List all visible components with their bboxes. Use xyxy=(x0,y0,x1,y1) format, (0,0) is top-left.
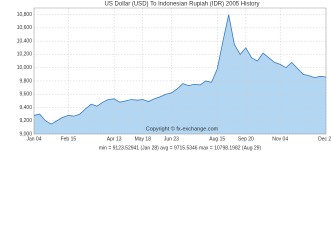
x-tick-label: Nov 04 xyxy=(272,136,288,142)
y-tick-label: 9,600 xyxy=(19,92,32,98)
line xyxy=(33,14,327,125)
y-tick-label: 10,200 xyxy=(17,52,33,58)
y-tick-label: 10,000 xyxy=(17,65,33,71)
x-tick-label: Feb 15 xyxy=(61,136,77,142)
y-tick-label: 10,600 xyxy=(17,25,33,31)
copyright: Copyright © fx-exchange.com xyxy=(146,125,219,132)
y-tick-label: 9,400 xyxy=(19,105,32,111)
x-tick-label: Jun 23 xyxy=(164,136,179,142)
x-tick-label: Jan 04 xyxy=(26,136,41,142)
y-tick-label: 10,800 xyxy=(17,12,33,18)
y-tick-label: 9,200 xyxy=(19,118,32,124)
summary-annotation: min = 9123.52941 (Jan 28) avg = 9715.534… xyxy=(99,145,262,151)
y-tick-label: 9,000 xyxy=(19,131,32,137)
plot-frame xyxy=(33,7,327,135)
x-tick-label: May 18 xyxy=(135,136,152,142)
chart-title: US Dollar (USD) To Indonesian Rupiah (ID… xyxy=(105,2,260,8)
x-tick-label: Aug 15 xyxy=(209,136,225,142)
y-tick-label: 10,400 xyxy=(17,38,33,44)
x-tick-label: Apr 13 xyxy=(107,136,122,142)
y-tick-label: 9,800 xyxy=(19,78,32,84)
chart: US Dollar (USD) To Indonesian Rupiah (ID… xyxy=(17,2,331,152)
x-tick-label: Sep 20 xyxy=(238,136,254,142)
area-fill xyxy=(34,14,326,134)
x-tick-label: Dec 29 xyxy=(318,136,331,142)
